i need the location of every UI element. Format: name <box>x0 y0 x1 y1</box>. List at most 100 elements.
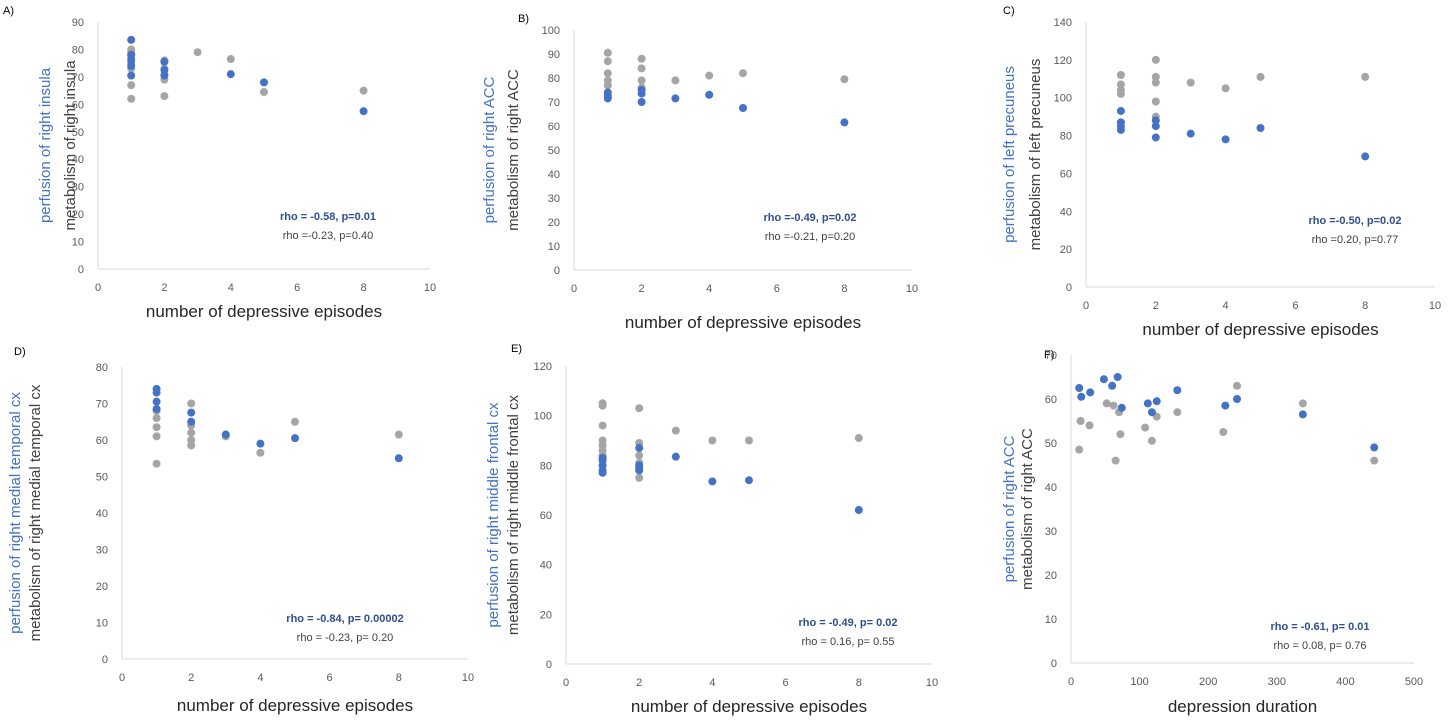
data-point-grey <box>187 399 196 408</box>
data-point-grey <box>637 54 646 63</box>
y-tick-label: 40 <box>72 154 84 166</box>
data-point-blue <box>394 454 403 463</box>
data-point-blue <box>840 118 849 127</box>
y-tick-label: 10 <box>96 618 108 630</box>
x-tick-label: 2 <box>1153 300 1159 312</box>
y-tick-label: 60 <box>1045 394 1057 406</box>
y-tick-label: 50 <box>96 472 108 484</box>
data-point-grey <box>1102 399 1111 408</box>
data-point-blue <box>1221 401 1230 410</box>
data-point-blue <box>127 56 136 65</box>
data-point-blue <box>671 94 680 103</box>
y-tick-label: 50 <box>548 145 560 157</box>
data-point-grey <box>152 414 161 423</box>
x-tick-label: 0 <box>119 672 125 684</box>
data-point-grey <box>1298 399 1307 408</box>
scatter-panel-3: C) 0 20 40 60 80 100 120 140 0 2 4 6 8 10 number of dep… <box>1001 5 1441 339</box>
data-point-grey <box>1147 436 1156 445</box>
data-point-blue <box>739 104 747 112</box>
data-point-grey <box>1186 78 1195 87</box>
data-point-grey <box>739 69 747 78</box>
y-tick-label: 30 <box>96 545 108 557</box>
panel-label: F) <box>1044 349 1054 361</box>
y-tick-label: 90 <box>548 49 560 61</box>
x-tick-label: 10 <box>462 672 474 684</box>
x-tick-label: 10 <box>906 283 918 295</box>
y-tick-label: 0 <box>78 264 84 276</box>
data-point-grey <box>598 401 607 410</box>
data-point-grey <box>226 55 235 64</box>
y-tick-label: 60 <box>96 435 108 447</box>
y-tick-label: 80 <box>548 73 560 85</box>
y-tick-label: 30 <box>1045 526 1057 538</box>
data-point-grey <box>705 71 714 80</box>
y-tick-label: 10 <box>548 241 560 253</box>
data-point-grey <box>127 94 136 103</box>
y-tick-label: 80 <box>540 460 552 472</box>
y-tick-label: 70 <box>96 399 108 411</box>
data-point-blue <box>152 397 161 406</box>
panel-label: A) <box>3 5 14 17</box>
data-point-grey <box>260 87 268 96</box>
data-point-grey <box>291 417 299 426</box>
data-point-blue <box>705 90 714 99</box>
data-point-blue <box>152 404 161 413</box>
data-point-grey <box>1233 381 1242 390</box>
x-tick-label: 8 <box>856 677 862 689</box>
data-point-blue <box>1151 116 1160 125</box>
annotation-metabolism-correlation: rho =0.20, p=0.77 <box>1312 234 1399 246</box>
y-axis-title-perfusion: perfusion of right ACC <box>1001 435 1018 582</box>
y-tick-label: 20 <box>1045 570 1057 582</box>
data-point-grey <box>1151 78 1160 87</box>
x-axis-title: depression duration <box>1168 697 1317 716</box>
annotation-perfusion-correlation: rho = -0.58, p=0.01 <box>280 211 376 223</box>
panel-label: E) <box>511 343 522 355</box>
x-tick-label: 500 <box>1405 676 1423 688</box>
y-tick-label: 50 <box>1045 438 1057 450</box>
scatter-panel-6: F) 0 10 20 30 40 50 60 70 0 100 200 300 400 500 depress… <box>1001 349 1423 716</box>
x-tick-label: 8 <box>396 672 402 684</box>
data-point-blue <box>160 66 169 75</box>
scatter-panel-5: E) 0 20 40 60 80 100 120 0 2 4 6 8 10 number of depres… <box>485 343 938 716</box>
data-point-grey <box>1151 97 1160 106</box>
x-axis-title: number of depressive episodes <box>625 313 861 332</box>
x-tick-label: 6 <box>294 282 300 294</box>
y-axis-title-metabolism: metabolism of right middle frontal cx <box>505 394 522 635</box>
data-point-blue <box>160 71 169 80</box>
data-point-blue <box>1116 106 1125 115</box>
data-point-blue <box>1113 373 1122 381</box>
x-tick-label: 6 <box>774 283 780 295</box>
data-point-grey <box>1151 55 1160 64</box>
x-tick-label: 2 <box>636 677 642 689</box>
y-tick-label: 60 <box>540 510 552 522</box>
scatter-panel-2: B) 0 10 20 30 40 50 60 70 80 90 100 0 2 4 6 8 10 number of… <box>481 13 918 332</box>
data-point-grey <box>187 436 196 444</box>
data-point-blue <box>854 506 863 515</box>
x-tick-label: 10 <box>424 282 436 294</box>
y-tick-label: 100 <box>534 411 552 423</box>
annotation-perfusion-correlation: rho = -0.84, p= 0.00002 <box>286 613 403 625</box>
y-tick-label: 40 <box>540 560 552 572</box>
data-point-blue <box>1256 124 1265 132</box>
x-tick-label: 10 <box>1429 300 1441 312</box>
annotation-perfusion-correlation: rho = -0.61, p= 0.01 <box>1270 621 1369 633</box>
data-point-blue <box>291 434 299 443</box>
data-point-blue <box>1116 125 1125 134</box>
data-point-grey <box>1141 423 1150 432</box>
data-point-blue <box>1221 135 1230 144</box>
data-point-grey <box>187 428 196 437</box>
data-point-grey <box>1219 428 1228 436</box>
y-tick-label: 80 <box>1060 131 1072 143</box>
annotation-perfusion-correlation: rho =-0.49, p=0.02 <box>764 212 857 224</box>
y-tick-label: 0 <box>1051 658 1057 670</box>
y-axis-title-metabolism: metabolism of right ACC <box>1019 428 1036 590</box>
x-tick-label: 100 <box>1130 676 1148 688</box>
data-point-grey <box>637 64 646 73</box>
annotation-perfusion-correlation: rho =-0.50, p=0.02 <box>1309 215 1402 227</box>
data-point-blue <box>598 468 607 477</box>
data-point-grey <box>637 76 646 85</box>
data-point-blue <box>1147 408 1156 417</box>
data-point-grey <box>127 81 136 90</box>
y-tick-label: 0 <box>546 659 552 671</box>
data-point-blue <box>260 78 268 87</box>
